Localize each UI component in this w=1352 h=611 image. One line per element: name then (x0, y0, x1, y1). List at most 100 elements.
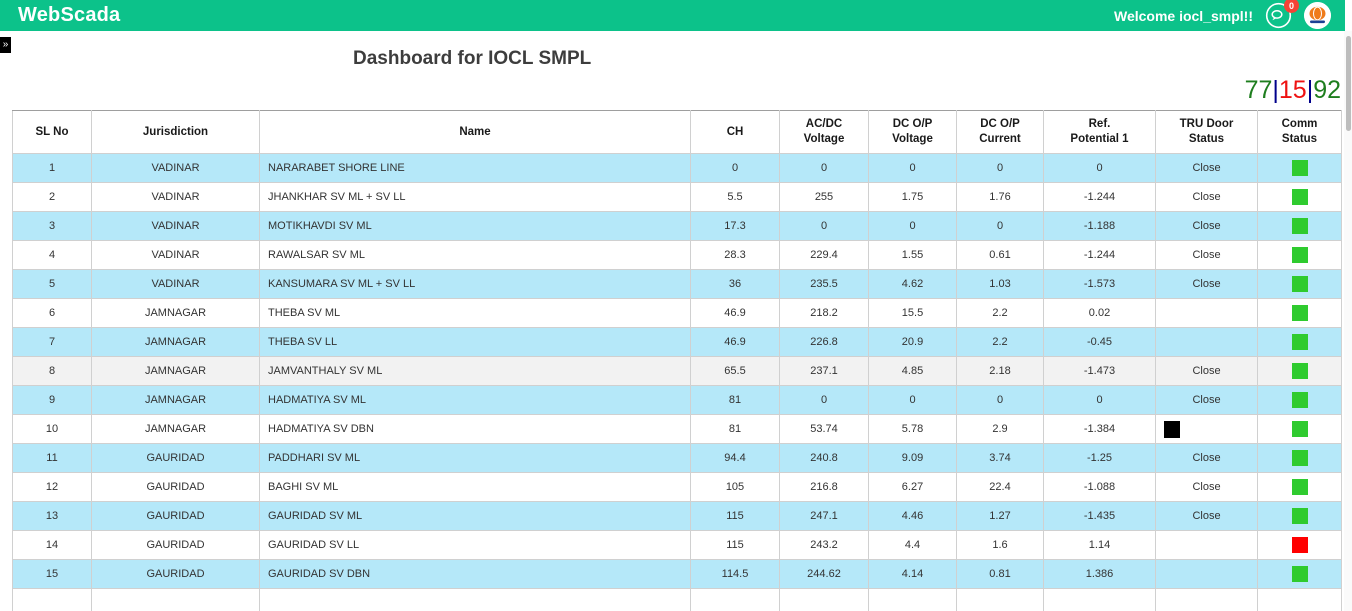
table-row[interactable]: 1 VADINAR NARARABET SHORE LINE 0 0 0 0 0 Close (12, 153, 1342, 183)
cell-acdc_voltage: 216.8 (779, 472, 869, 502)
cell-name: GAURIDAD SV DBN (259, 559, 691, 589)
column-header-ref_potential_1: Ref. Potential 1 (1043, 110, 1156, 154)
table-body: 1 VADINAR NARARABET SHORE LINE 0 0 0 0 0 Close 2 V… (12, 153, 1342, 611)
status-counters: 77|15|92 (1245, 76, 1341, 104)
cell-dcop_voltage: 1.55 (868, 240, 957, 270)
cell-sl: 8 (12, 356, 92, 386)
cell-sl: 10 (12, 414, 92, 444)
comm-status-indicator-red (1291, 537, 1308, 553)
vertical-scrollbar[interactable] (1344, 31, 1352, 611)
chat-button[interactable]: 0 (1265, 0, 1299, 29)
column-header-dcop_voltage: DC O/P Voltage (868, 110, 957, 154)
scrollbar-thumb[interactable] (1346, 36, 1351, 131)
cell-dcop_voltage: 0 (868, 211, 957, 241)
table-row[interactable]: 14 GAURIDAD GAURIDAD SV LL 115 243.2 4.4 1.6 1.… (12, 530, 1342, 560)
cell-name: THEBA SV ML (259, 298, 691, 328)
cell-acdc_voltage: 243.2 (779, 530, 869, 560)
cell-comm-status (1257, 269, 1342, 299)
cell-acdc_voltage: 229.4 (779, 240, 869, 270)
table-row[interactable]: 13 GAURIDAD GAURIDAD SV ML 115 247.1 4.46 1.27… (12, 501, 1342, 531)
cell-dcop_voltage: 0 (868, 385, 957, 415)
column-header-sl: SL No (12, 110, 92, 154)
counter-green-left: 77 (1244, 76, 1273, 104)
cell-name: RAWALSAR SV ML (259, 240, 691, 270)
sidebar-expand-toggle[interactable]: » (0, 37, 11, 53)
cell-ref_potential_1: 0 (1043, 385, 1156, 415)
cell-dcop_current: 2.18 (956, 356, 1044, 386)
cell-dcop_current: 0.81 (956, 559, 1044, 589)
column-header-ch: CH (690, 110, 780, 154)
comm-status-indicator-green (1291, 218, 1308, 234)
comm-status-indicator-green (1291, 508, 1308, 524)
table-row[interactable]: 10 JAMNAGAR HADMATIYA SV DBN 81 53.74 5.78 2.9… (12, 414, 1342, 444)
indianoil-logo[interactable] (1304, 2, 1331, 29)
table-row[interactable]: 8 JAMNAGAR JAMVANTHALY SV ML 65.5 237.1 4.85 2… (12, 356, 1342, 386)
cell-jurisdiction: GAURIDAD (91, 443, 260, 473)
cell-tru_door_status: Close (1155, 211, 1258, 241)
table-row[interactable]: 3 VADINAR MOTIKHAVDI SV ML 17.3 0 0 0 -1.188 Clo… (12, 211, 1342, 241)
table-row[interactable]: 2 VADINAR JHANKHAR SV ML + SV LL 5.5 255 1.75… (12, 182, 1342, 212)
cell-ref_potential_1: -1.384 (1043, 414, 1156, 444)
cell-dcop_current: 1.27 (956, 501, 1044, 531)
comm-status-indicator-green (1291, 276, 1308, 292)
page-title: Dashboard for IOCL SMPL (353, 48, 592, 69)
cell-dcop_current: 0 (956, 385, 1044, 415)
tru-door-indicator-black (1164, 420, 1180, 438)
cell-tru_door_status: Close (1155, 443, 1258, 473)
table-row[interactable]: 9 JAMNAGAR HADMATIYA SV ML 81 0 0 0 0 Close (12, 385, 1342, 415)
cell-tru_door_status: Close (1155, 501, 1258, 531)
cell-jurisdiction: JAMNAGAR (91, 298, 260, 328)
cell-name: NARARABET SHORE LINE (259, 153, 691, 183)
table-row[interactable]: 5 VADINAR KANSUMARA SV ML + SV LL 36 235.5 4.… (12, 269, 1342, 299)
cell-dcop_current: 2.9 (956, 414, 1044, 444)
cell-dcop_voltage: 15.5 (868, 298, 957, 328)
comm-status-indicator-green (1291, 479, 1308, 495)
comm-status-indicator-green (1291, 421, 1308, 437)
table-header-row: SL No Jurisdiction Name CH AC/DC Voltage DC O… (12, 110, 1342, 154)
cell-name: KANSUMARA SV ML + SV LL (259, 269, 691, 299)
cell-tru_door_status: Close (1155, 472, 1258, 502)
cell-name: GAURIDAD SV ML (259, 501, 691, 531)
cell-comm-status (1257, 530, 1342, 560)
counter-green-right: 92 (1313, 76, 1341, 104)
cell-sl: 1 (12, 153, 92, 183)
cell-acdc_voltage: 235.5 (779, 269, 869, 299)
cell-tru_door_status (1155, 298, 1258, 328)
comm-status-indicator-green (1291, 334, 1308, 350)
cell-dcop_voltage: 4.14 (868, 559, 957, 589)
cell-dcop_voltage: 4.85 (868, 356, 957, 386)
counter-separator: | (1306, 76, 1314, 104)
cell-sl: 5 (12, 269, 92, 299)
comm-status-indicator-green (1291, 160, 1308, 176)
cell-jurisdiction: JAMNAGAR (91, 414, 260, 444)
cell-jurisdiction: GAURIDAD (91, 472, 260, 502)
cell-tru_door_status: Close (1155, 240, 1258, 270)
cell-ch: 105 (690, 472, 780, 502)
table-row[interactable]: 11 GAURIDAD PADDHARI SV ML 94.4 240.8 9.09 3.7… (12, 443, 1342, 473)
cell-tru_door_status: Close (1155, 356, 1258, 386)
table-row[interactable]: 4 VADINAR RAWALSAR SV ML 28.3 229.4 1.55 0.61-… (12, 240, 1342, 270)
table-row[interactable]: 15 GAURIDAD GAURIDAD SV DBN 114.5 244.62 4.14… (12, 559, 1342, 589)
cell-acdc_voltage: 0 (779, 211, 869, 241)
table-row[interactable]: 6 JAMNAGAR THEBA SV ML 46.9 218.2 15.5 2.2 0.02 (12, 298, 1342, 328)
cell-comm-status (1257, 356, 1342, 386)
cell-acdc_voltage: 53.74 (779, 414, 869, 444)
counter-separator: | (1272, 76, 1279, 104)
column-header-jurisdiction: Jurisdiction (91, 110, 260, 154)
cell-comm-status (1257, 211, 1342, 241)
cell-acdc_voltage: 240.8 (779, 443, 869, 473)
cell-dcop_current: 0.61 (956, 240, 1044, 270)
cell-comm-status (1257, 153, 1342, 183)
cell-dcop_voltage: 4.4 (868, 530, 957, 560)
table-row[interactable]: 12 GAURIDAD BAGHI SV ML 105 216.8 6.27 22.4 -1.… (12, 472, 1342, 502)
cell-tru_door_status (1155, 327, 1258, 357)
comm-status-indicator-green (1291, 363, 1308, 379)
cell-dcop_voltage: 6.27 (868, 472, 957, 502)
cell-jurisdiction: GAURIDAD (91, 559, 260, 589)
cell-name: GAURIDAD SV LL (259, 530, 691, 560)
cell-tru_door_status: Close (1155, 269, 1258, 299)
cell-comm-status (1257, 559, 1342, 589)
table-row[interactable]: 7 JAMNAGAR THEBA SV LL 46.9 226.8 20.9 2.2 -0.4… (12, 327, 1342, 357)
cell-sl: 2 (12, 182, 92, 212)
